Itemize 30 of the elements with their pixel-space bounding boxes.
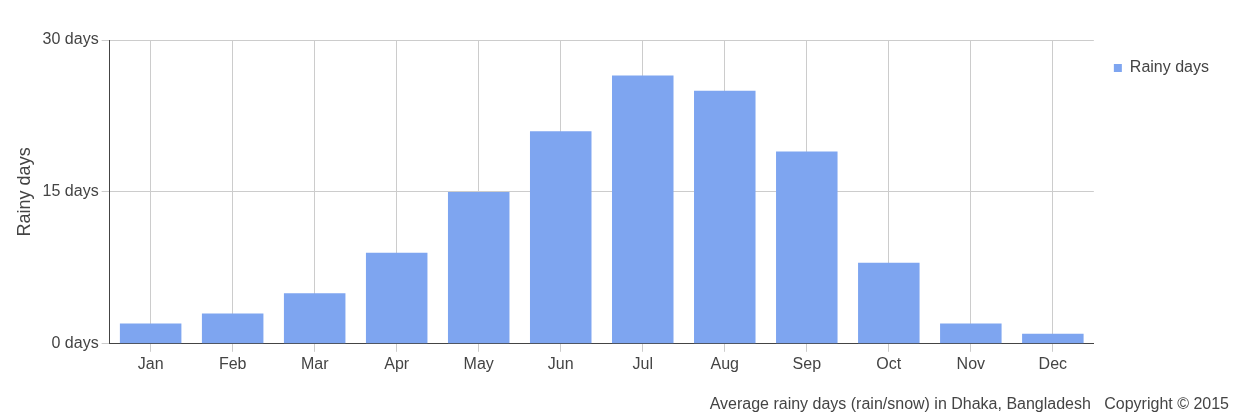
- bar: [776, 151, 838, 344]
- x-tick-label: Apr: [384, 354, 410, 372]
- y-tick-label: 0 days: [51, 334, 99, 352]
- x-tick-label: Jan: [137, 354, 164, 372]
- x-tick-label: Feb: [218, 354, 247, 372]
- bar: [940, 323, 1002, 344]
- text: Average rainy days (rain/snow) in Dhaka, Bangladesh Copyright © 2015: [709, 395, 1230, 413]
- bar: [365, 252, 428, 344]
- x-tick-label: Oct: [876, 354, 902, 372]
- legend-label: Rainy days: [1129, 58, 1210, 76]
- bar: [447, 191, 510, 344]
- x-tick-label: Sep: [792, 354, 822, 372]
- x-tick-label: Jul: [632, 354, 653, 372]
- bar: [119, 323, 182, 344]
- x-tick-label: Dec: [1038, 354, 1068, 372]
- bar: [858, 262, 920, 344]
- bar: [1022, 333, 1084, 344]
- y-tick-label: 30 days: [42, 30, 99, 48]
- bar: [694, 90, 756, 344]
- bar: [201, 313, 264, 344]
- x-tick-label: Nov: [956, 354, 986, 372]
- bar: [529, 131, 592, 344]
- bar: [283, 293, 346, 344]
- x-tick-label: Aug: [710, 354, 740, 372]
- x-tick-label: Jun: [547, 354, 574, 372]
- y-tick-label: 15 days: [42, 182, 99, 200]
- y-axis-title: Rainy days: [13, 147, 34, 237]
- x-tick-label: May: [463, 354, 494, 372]
- bar: [612, 75, 674, 344]
- x-tick-label: Mar: [300, 354, 330, 372]
